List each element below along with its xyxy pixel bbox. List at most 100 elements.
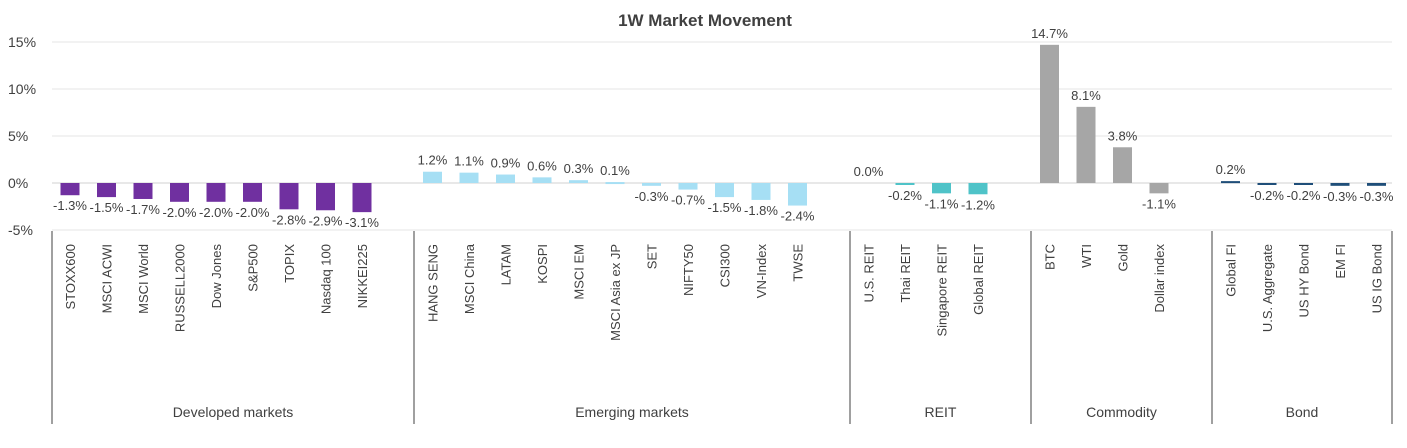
category-label-hang-seng: HANG SENG bbox=[426, 244, 441, 322]
data-label-us-hy-bond: -0.2% bbox=[1287, 188, 1321, 203]
category-label-csi300: CSI300 bbox=[718, 244, 733, 287]
bar-nikkei225 bbox=[352, 183, 372, 213]
data-label-msci-asia-ex-jp: 0.1% bbox=[600, 163, 630, 178]
data-label-msci-em: 0.3% bbox=[564, 161, 594, 176]
group-label-emerging-markets: Emerging markets bbox=[575, 404, 689, 420]
category-label-stoxx600: STOXX600 bbox=[63, 244, 78, 310]
bar-dollar-index bbox=[1149, 183, 1169, 194]
category-label-russell2000: RUSSELL2000 bbox=[173, 244, 188, 332]
group-separators bbox=[51, 231, 1393, 424]
bar-nifty50 bbox=[678, 183, 698, 190]
category-label-singapore-reit: Singapore REIT bbox=[935, 244, 950, 337]
data-label-stoxx600: -1.3% bbox=[53, 198, 87, 213]
category-label-gold: Gold bbox=[1116, 244, 1131, 271]
group-label-reit: REIT bbox=[925, 404, 957, 420]
bar-kospi bbox=[532, 177, 552, 183]
data-label-em-fi: -0.3% bbox=[1323, 189, 1357, 204]
data-label-vn-index: -1.8% bbox=[744, 203, 778, 218]
category-label-msci-em: MSCI EM bbox=[572, 244, 587, 300]
y-tick-label: 15% bbox=[8, 34, 36, 50]
data-label-kospi: 0.6% bbox=[527, 158, 557, 173]
bar-gold bbox=[1113, 147, 1132, 183]
category-label-u-s-reit: U.S. REIT bbox=[862, 244, 877, 303]
category-label-msci-china: MSCI China bbox=[462, 243, 477, 314]
category-label-dollar-index: Dollar index bbox=[1152, 244, 1167, 313]
bar-msci-china bbox=[459, 172, 479, 183]
bar-us-hy-bond bbox=[1294, 183, 1313, 185]
data-label-dow-jones: -2.0% bbox=[199, 205, 233, 220]
bar-csi300 bbox=[715, 183, 734, 198]
bar-wti bbox=[1076, 106, 1096, 183]
data-label-u-s-reit: 0.0% bbox=[854, 164, 884, 179]
data-label-wti: 8.1% bbox=[1071, 88, 1101, 103]
bar-singapore-reit bbox=[932, 183, 951, 194]
category-label-msci-acwi: MSCI ACWI bbox=[100, 244, 115, 313]
bar-twse bbox=[788, 183, 807, 206]
category-label-nasdaq-100: Nasdaq 100 bbox=[319, 244, 334, 314]
y-tick-label: 10% bbox=[8, 81, 36, 97]
category-label-vn-index: VN-Index bbox=[754, 244, 769, 299]
category-label-us-hy-bond: US HY Bond bbox=[1297, 244, 1312, 317]
bar-u-s-aggregate bbox=[1257, 183, 1277, 185]
data-label-nikkei225: -3.1% bbox=[345, 215, 379, 230]
data-label-gold: 3.8% bbox=[1108, 128, 1138, 143]
data-label-u-s-aggregate: -0.2% bbox=[1250, 188, 1284, 203]
data-label-set: -0.3% bbox=[635, 189, 669, 204]
bar-dow-jones bbox=[206, 183, 226, 202]
category-label-twse: TWSE bbox=[791, 244, 806, 282]
category-label-global-reit: Global REIT bbox=[971, 244, 986, 315]
category-label-dow-jones: Dow Jones bbox=[209, 244, 224, 309]
data-labels: -1.3% -1.5% -1.7% -2.0% -2.0% -2.0%-2.8% -2.9%… bbox=[53, 26, 1394, 230]
y-axis-ticks: 15% 10% 5% 0% -5% bbox=[8, 34, 36, 238]
bars bbox=[60, 44, 1386, 213]
data-label-btc: 14.7% bbox=[1031, 26, 1068, 41]
bar-global-fi bbox=[1221, 181, 1240, 184]
bar-msci-world bbox=[133, 183, 153, 199]
y-tick-label: 5% bbox=[8, 128, 28, 144]
y-tick-label: 0% bbox=[8, 175, 28, 191]
data-label-nifty50: -0.7% bbox=[671, 193, 705, 208]
bar-global-reit bbox=[968, 183, 988, 195]
data-label-csi300: -1.5% bbox=[708, 200, 742, 215]
data-label-global-fi: 0.2% bbox=[1216, 162, 1246, 177]
y-tick-label: -5% bbox=[8, 222, 33, 238]
bar-latam bbox=[496, 174, 515, 183]
category-label-nikkei225: NIKKEI225 bbox=[355, 244, 370, 308]
category-label-latam: LATAM bbox=[499, 244, 514, 285]
bar-thai-reit bbox=[895, 183, 915, 185]
data-label-twse: -2.4% bbox=[781, 209, 815, 224]
category-label-s-p500: S&P500 bbox=[246, 244, 261, 292]
category-label-msci-world: MSCI World bbox=[136, 244, 151, 314]
chart-title: 1W Market Movement bbox=[618, 11, 792, 30]
group-label-commodity: Commodity bbox=[1086, 404, 1157, 420]
bar-russell2000 bbox=[170, 183, 189, 202]
bar-btc bbox=[1040, 44, 1059, 183]
bar-stoxx600 bbox=[60, 183, 80, 196]
data-label-msci-world: -1.7% bbox=[126, 202, 160, 217]
group-labels: Developed markets Emerging markets REIT Com… bbox=[173, 404, 1319, 420]
bar-msci-em bbox=[569, 180, 588, 183]
bar-set bbox=[642, 183, 661, 186]
category-label-nifty50: NIFTY50 bbox=[681, 244, 696, 296]
group-label-developed-markets: Developed markets bbox=[173, 404, 294, 420]
data-label-thai-reit: -0.2% bbox=[888, 188, 922, 203]
category-label-global-fi: Global FI bbox=[1224, 244, 1239, 297]
bar-msci-acwi bbox=[97, 183, 116, 198]
data-label-dollar-index: -1.1% bbox=[1142, 196, 1176, 211]
data-label-nasdaq-100: -2.9% bbox=[309, 213, 343, 228]
category-label-em-fi: EM FI bbox=[1333, 244, 1348, 279]
bar-s-p500 bbox=[243, 183, 262, 202]
bar-hang-seng bbox=[423, 171, 442, 183]
bar-topix bbox=[279, 183, 299, 210]
bar-nasdaq-100 bbox=[316, 183, 335, 211]
data-label-s-p500: -2.0% bbox=[236, 205, 270, 220]
data-label-msci-china: 1.1% bbox=[454, 154, 484, 169]
data-label-topix: -2.8% bbox=[272, 212, 306, 227]
bar-vn-index bbox=[751, 183, 771, 200]
category-label-btc: BTC bbox=[1043, 244, 1058, 270]
data-label-global-reit: -1.2% bbox=[961, 197, 995, 212]
data-label-hang-seng: 1.2% bbox=[418, 153, 448, 168]
data-label-russell2000: -2.0% bbox=[163, 205, 197, 220]
data-label-us-ig-bond: -0.3% bbox=[1360, 189, 1394, 204]
